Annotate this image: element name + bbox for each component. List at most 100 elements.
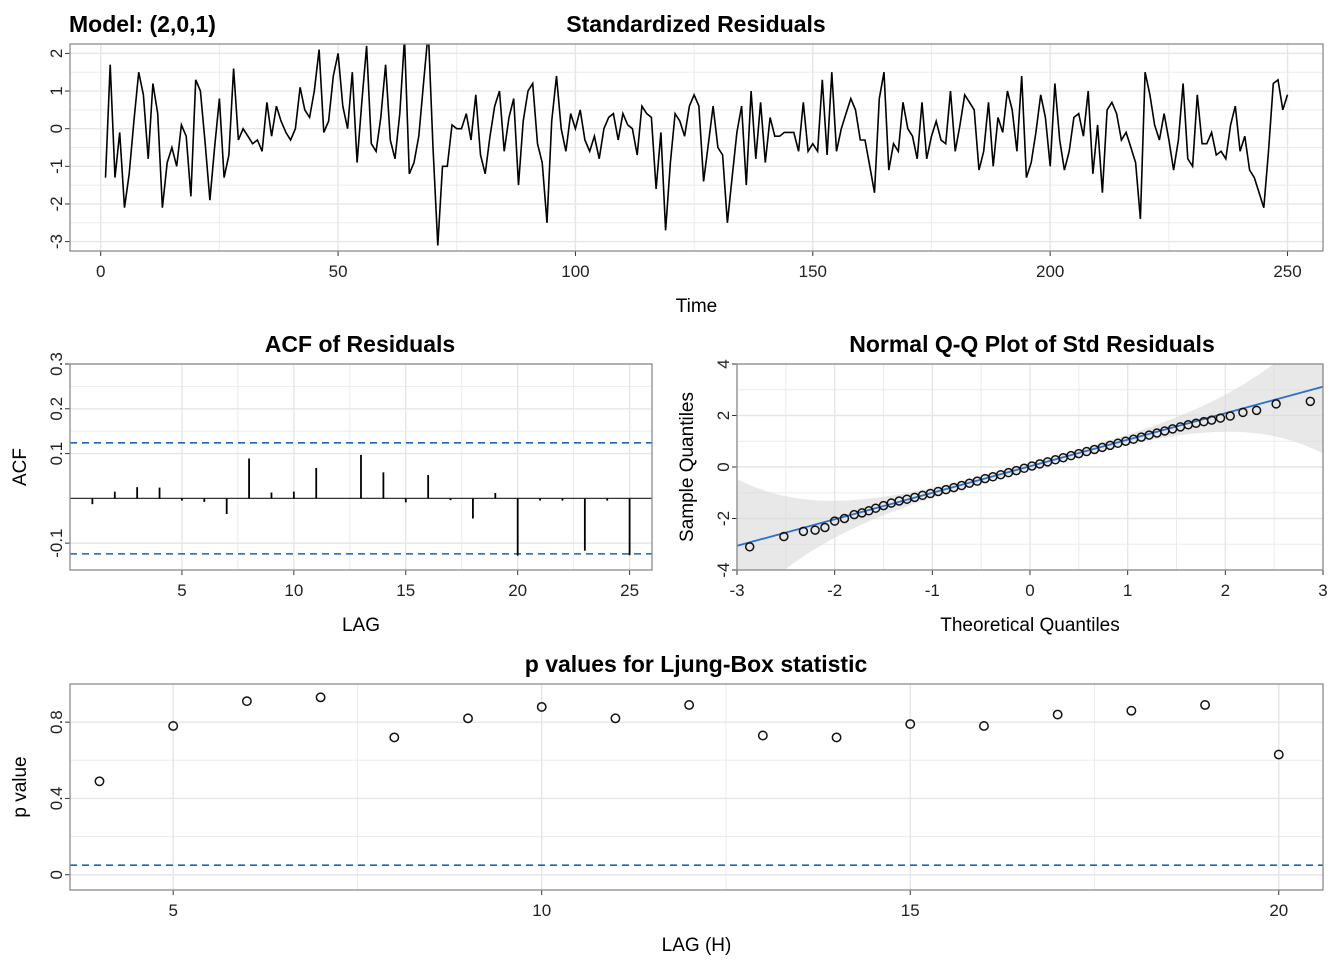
panel-title: Standardized Residuals	[566, 11, 825, 37]
x-tick-label: 100	[561, 262, 589, 281]
qq-point	[744, 542, 755, 552]
y-tick-label: -0.1	[47, 528, 66, 557]
qq-point	[1271, 399, 1281, 409]
p-value-point	[1052, 709, 1063, 720]
x-tick-label: 10	[284, 581, 303, 600]
p-value-point	[1200, 700, 1211, 710]
y-tick-label: 0.3	[47, 352, 66, 376]
panel-frame	[69, 683, 1324, 891]
x-tick-label: 25	[620, 581, 639, 600]
x-tick-label: 15	[396, 581, 415, 600]
y-tick-label: -2	[714, 511, 733, 526]
y-tick-label: 0.8	[47, 710, 66, 734]
p-value-point	[389, 732, 400, 743]
standardized-residuals-panel: 0 50 100 150 200 250 -3 -2 -1 0 1 2 Standardized Res…	[47, 11, 1324, 317]
y-axis-label: p value	[10, 756, 31, 817]
p-value-point	[979, 721, 989, 731]
x-tick-label: -1	[925, 581, 940, 600]
residual-series-line	[104, 44, 1289, 246]
panel-title: Normal Q-Q Plot of Std Residuals	[849, 331, 1214, 357]
x-tick-label: 20	[1269, 901, 1288, 920]
x-axis-label: Time	[676, 296, 718, 317]
p-value-point	[315, 692, 326, 703]
qq-point	[839, 513, 850, 524]
p-value-point	[905, 719, 916, 730]
p-value-point	[684, 700, 695, 710]
qq-point	[779, 531, 789, 542]
panel-title: p values for Ljung-Box statistic	[525, 651, 868, 677]
qq-point	[1251, 405, 1262, 416]
qq-point	[1225, 411, 1235, 421]
x-tick-label: 1	[1123, 581, 1132, 600]
y-tick-label: -3	[47, 234, 66, 249]
grid-lines	[70, 684, 1323, 890]
y-tick-label: 0	[47, 870, 66, 879]
p-value-point	[1126, 705, 1137, 716]
x-tick-label: 20	[508, 581, 527, 600]
x-axis-label: Theoretical Quantiles	[940, 615, 1120, 636]
p-value-point	[536, 701, 547, 712]
y-tick-label: 0.4	[47, 787, 66, 811]
y-tick-label: 2	[47, 49, 66, 58]
y-tick-label: 0	[714, 462, 733, 471]
qq-point	[829, 516, 840, 526]
panel-frame	[69, 363, 653, 571]
p-value-point	[94, 776, 105, 787]
x-tick-label: 200	[1036, 262, 1064, 281]
x-tick-label: 10	[532, 901, 551, 920]
y-tick-label: 0	[47, 124, 66, 133]
x-tick-label: 50	[329, 262, 348, 281]
panel-frame	[69, 43, 1324, 252]
plot-content	[70, 692, 1323, 867]
qq-point	[820, 522, 830, 533]
p-value-point	[831, 732, 842, 743]
x-tick-label: 5	[168, 901, 177, 920]
y-tick-label: 2	[714, 411, 733, 420]
p-value-point	[463, 713, 473, 724]
acf-panel: 5 10 15 20 25 -0.1 0.1 0.2 0.3 ACF of Residuals LA…	[10, 331, 653, 636]
y-tick-label: -2	[47, 196, 66, 211]
x-tick-label: 2	[1221, 581, 1230, 600]
y-tick-label: 0.2	[47, 397, 66, 421]
x-tick-label: 150	[799, 262, 827, 281]
qq-point	[1305, 396, 1316, 407]
x-tick-label: 0	[1025, 581, 1034, 600]
x-axis-label: LAG (H)	[662, 935, 732, 956]
reference-line	[737, 385, 1323, 547]
y-tick-label: -1	[47, 159, 66, 174]
qq-point	[1206, 415, 1217, 425]
qq-point	[1215, 413, 1226, 423]
y-tick-label: 0.1	[47, 442, 66, 466]
x-tick-label: 3	[1318, 581, 1327, 600]
plot-content	[104, 44, 1289, 246]
x-tick-label: 5	[177, 581, 186, 600]
x-tick-label: 0	[96, 262, 105, 281]
p-value-point	[757, 730, 768, 741]
y-axis-label: ACF	[10, 448, 31, 486]
y-tick-label: 4	[714, 359, 733, 368]
p-value-point	[241, 696, 252, 707]
plot-content	[737, 364, 1323, 570]
y-axis-label: Sample Quantiles	[677, 392, 698, 542]
x-axis-label: LAG	[342, 615, 380, 636]
plot-content	[70, 442, 652, 556]
x-tick-label: -2	[827, 581, 842, 600]
ljung-box-panel: 5 10 15 20 0 0.4 0.8 p values for Ljung-Box sta…	[10, 651, 1324, 956]
plot-area	[70, 684, 1323, 890]
qq-point	[798, 526, 809, 537]
qq-point	[810, 525, 820, 535]
p-value-point	[1273, 749, 1284, 760]
grid-lines	[70, 44, 1323, 251]
p-value-point	[610, 713, 621, 724]
x-tick-label: 250	[1273, 262, 1301, 281]
p-value-point	[168, 721, 179, 731]
x-tick-label: -3	[729, 581, 744, 600]
y-tick-label: -4	[714, 562, 733, 577]
panel-title: ACF of Residuals	[265, 331, 455, 357]
x-tick-label: 15	[901, 901, 920, 920]
model-label: Model: (2,0,1)	[69, 11, 216, 37]
qq-point	[1238, 407, 1248, 418]
y-tick-label: 1	[47, 86, 66, 95]
panel-frame	[736, 363, 1324, 571]
